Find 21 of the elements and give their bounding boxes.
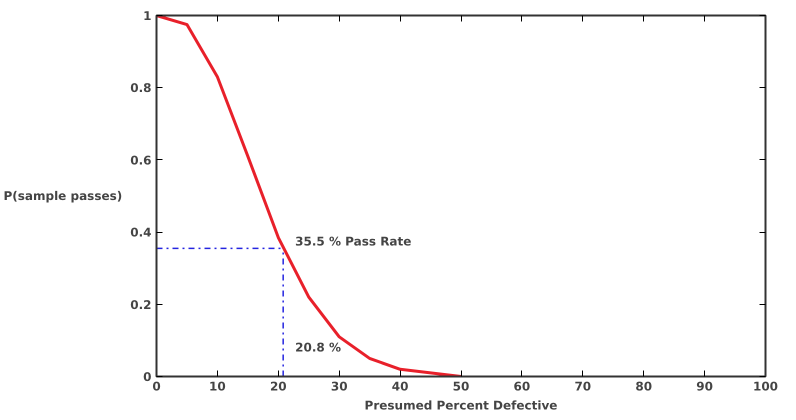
x-tick-label: 50 (452, 380, 470, 394)
x-tick-label: 20 (270, 380, 287, 394)
y-tick-label: 0.6 (130, 153, 152, 168)
x-tick-label: 40 (392, 380, 408, 394)
ref-line-label: 35.5 % Pass Rate (295, 234, 412, 248)
x-tick-label: 80 (635, 380, 652, 394)
x-tick-label: 100 (752, 380, 778, 394)
ref-line-label: 20.8 % (295, 340, 341, 354)
y-axis-title: P(sample passes) (3, 189, 122, 203)
y-tick-label: 0 (143, 370, 152, 384)
x-tick-label: 60 (514, 380, 530, 394)
x-tick-label: 90 (696, 380, 713, 394)
x-axis-title: Presumed Percent Defective (364, 398, 558, 412)
y-tick-label: 0.4 (130, 226, 152, 240)
x-tick-label: 30 (330, 380, 348, 394)
x-tick-label: 0 (152, 380, 161, 394)
y-tick-label: 1 (143, 9, 152, 23)
x-tick-label: 10 (209, 380, 226, 394)
y-tick-label: 0.8 (130, 81, 152, 96)
y-tick-label: 0.2 (130, 298, 152, 312)
x-tick-label: 70 (574, 380, 592, 394)
